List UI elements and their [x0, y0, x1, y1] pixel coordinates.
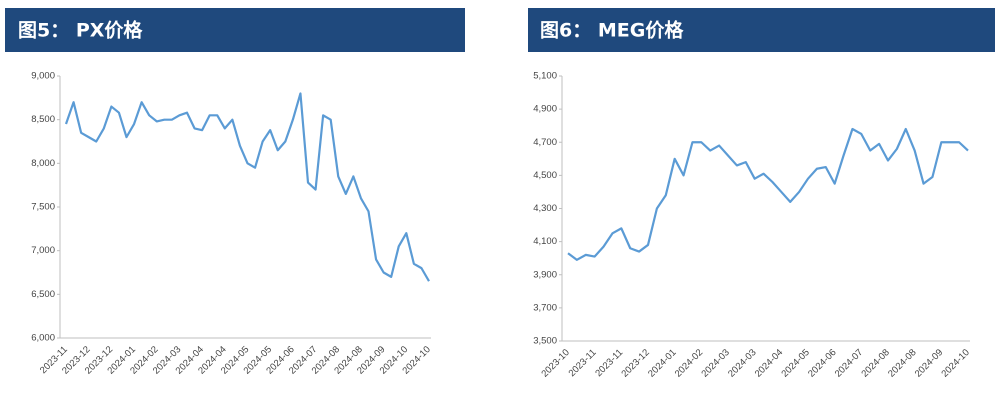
y-tick-label: 4,100 [533, 236, 557, 247]
y-tick-label: 4,900 [533, 104, 557, 115]
y-tick-label: 9,000 [31, 71, 55, 82]
x-tick-label: 2023-10 [539, 347, 571, 379]
chart-title: 图5： PX价格 [18, 19, 143, 42]
x-tick-label: 2024-09 [913, 347, 945, 379]
x-tick-label: 2024-01 [646, 347, 678, 379]
y-tick-label: 4,500 [533, 170, 557, 181]
x-tick-label: 2023-11 [593, 347, 625, 379]
x-tick-label: 2024-03 [726, 347, 758, 379]
y-tick-label: 3,700 [533, 302, 557, 313]
price-line [64, 92, 430, 282]
x-tick-label: 2024-06 [806, 347, 838, 379]
x-tick-label: 2023-12 [619, 347, 651, 379]
x-tick-label: 2024-08 [859, 347, 891, 379]
y-tick-label: 7,500 [31, 202, 55, 213]
y-tick-label: 8,000 [31, 158, 55, 169]
y-tick-label: 8,500 [31, 114, 55, 125]
x-tick-label: 2024-10 [939, 347, 971, 379]
x-tick-label: 2024-08 [886, 347, 918, 379]
y-tick-label: 5,100 [533, 71, 557, 82]
y-tick-label: 7,000 [31, 245, 55, 256]
y-tick-label: 4,700 [533, 137, 557, 148]
x-tick-label: 2024-04 [753, 347, 785, 379]
y-tick-label: 3,500 [533, 336, 557, 347]
y-tick-label: 4,300 [533, 203, 557, 214]
header-bar [5, 8, 465, 52]
y-tick-label: 3,900 [533, 269, 557, 280]
x-tick-label: 2024-03 [699, 347, 731, 379]
x-tick-label: 2023-11 [567, 347, 599, 379]
y-tick-label: 6,500 [31, 289, 55, 300]
header-bar [528, 8, 995, 52]
x-tick-label: 2024-07 [833, 347, 865, 379]
price-line [567, 127, 969, 261]
x-tick-label: 2024-02 [673, 347, 705, 379]
x-tick-label: 2024-05 [779, 347, 811, 379]
y-tick-label: 6,000 [31, 333, 55, 344]
chart-title: 图6： MEG价格 [540, 19, 684, 42]
